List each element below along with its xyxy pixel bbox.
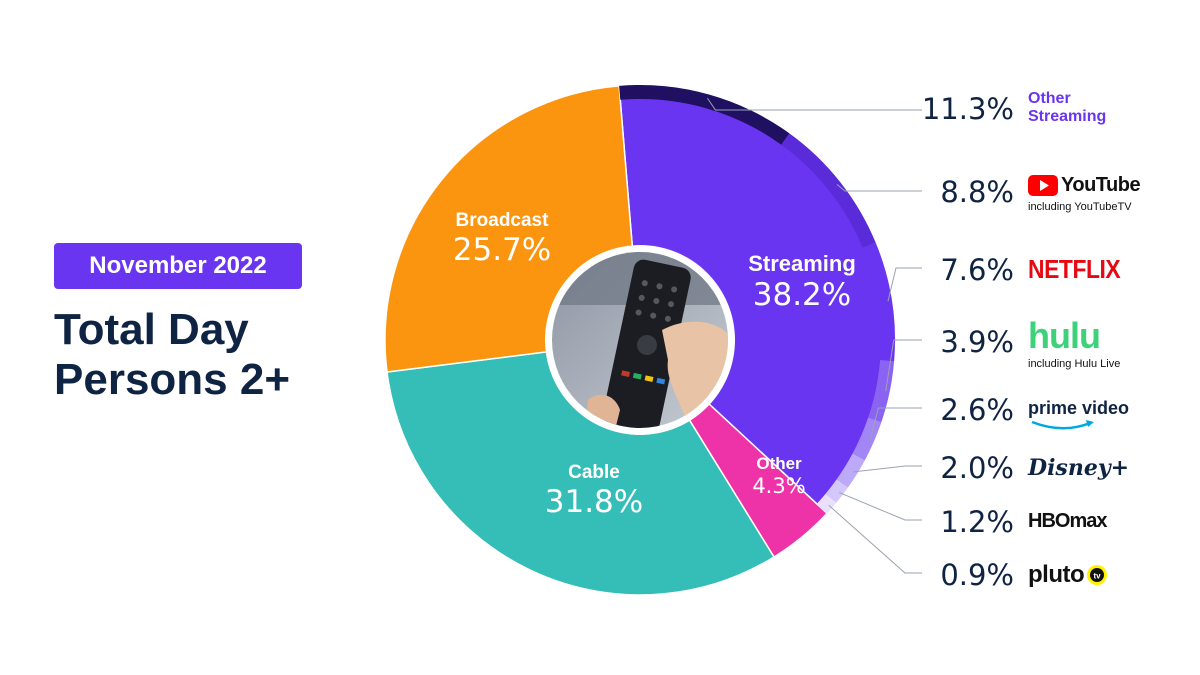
leader-line-6 [853,465,922,473]
slice-pct-broadcast: 25.7% [453,232,551,268]
prime-video-logo: prime video [1028,398,1129,437]
date-badge: November 2022 [54,243,302,289]
other-streaming-line-1: Other [1028,90,1071,107]
ring-segment-netflix [862,242,896,362]
hulu-wordmark: hulu [1028,315,1101,356]
disney-plus-logo: Disney+ [1028,455,1130,481]
leader-line-7 [839,492,922,521]
pct-disney: 2.0% [940,451,1014,485]
leader-line-2 [836,183,922,192]
title-line-1: Total Day [54,305,249,354]
youtube-logo: YouTube including YouTubeTV [1028,174,1141,213]
prime-video-wordmark: prime video [1028,398,1130,418]
hulu-sublabel: including Hulu Live [1028,358,1121,370]
leader-line-1 [707,97,922,111]
pct-hulu: 3.9% [940,325,1014,359]
pct-other-streaming: 11.3% [921,92,1014,126]
title-line-2: Persons 2+ [54,355,291,404]
pct-youtube: 8.8% [940,175,1014,209]
slice-name-cable: Cable [568,462,620,483]
pct-netflix: 7.6% [940,253,1014,287]
slice-pct-other: 4.3% [752,474,805,498]
leader-line-3 [887,267,922,302]
youtube-play-icon [1028,175,1058,196]
slice-pct-streaming: 38.2% [753,277,851,313]
pluto-tv-logo: pluto tv [1028,561,1108,589]
slice-name-streaming: Streaming [748,251,856,276]
leader-line-8 [828,504,922,574]
page-title: Total Day Persons 2+ [54,305,290,405]
slice-name-broadcast: Broadcast [456,210,550,231]
youtube-sublabel: including YouTubeTV [1028,201,1132,213]
pct-hbo: 1.2% [940,505,1014,539]
ring-segment-disney- [836,453,865,488]
slice-pct-cable: 31.8% [545,484,643,520]
pluto-wordmark: pluto [1028,561,1085,588]
other-streaming-line-2: Streaming [1028,108,1107,125]
ring-segment-pluto-tv [816,493,837,514]
leader-line-5 [869,407,922,440]
ring-segment-prime-video [852,417,882,461]
leader-line-4 [885,339,922,392]
pct-prime: 2.6% [940,393,1014,427]
pluto-tv-icon: tv [1087,565,1108,585]
ring-segment-other-streaming [619,85,790,145]
hulu-logo: hulu including Hulu Live [1028,315,1121,371]
ring-segment-youtube [781,133,876,248]
ring-segment-hulu [868,359,895,423]
ring-segment-hbo-max [825,479,849,503]
tv-remote-photo [545,245,735,435]
legend-other-streaming: Other Streaming [1028,90,1106,126]
pct-pluto: 0.9% [940,558,1014,592]
netflix-logo: NETFLIX [1028,254,1121,284]
slice-name-other: Other [756,454,802,473]
hbo-max-logo: HBOmax [1028,510,1107,532]
svg-text:tv: tv [1094,572,1102,581]
youtube-wordmark: YouTube [1061,174,1141,196]
prime-smile-icon [1031,420,1094,430]
